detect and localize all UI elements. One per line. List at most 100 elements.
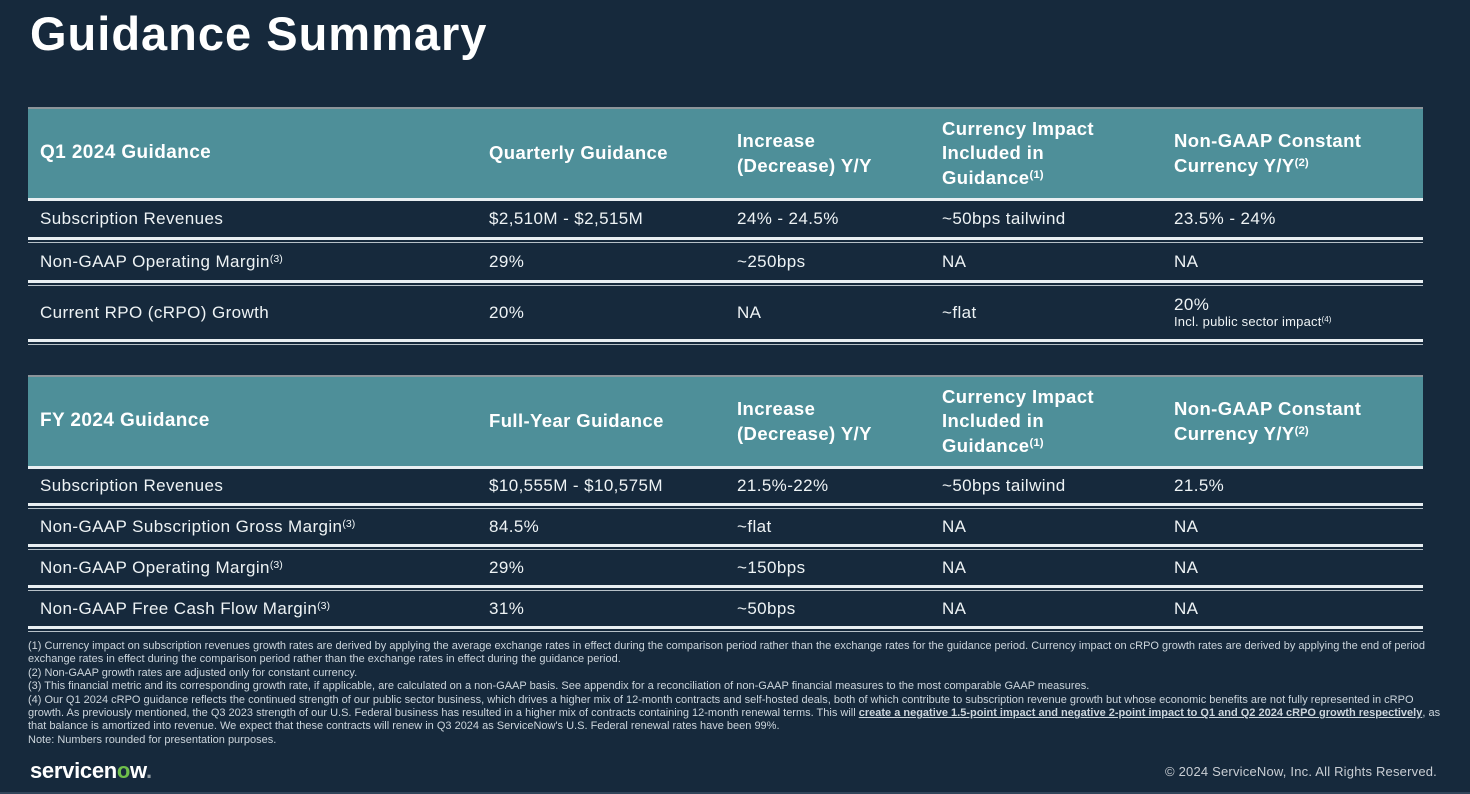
- table-row-crpo-growth: Current RPO (cRPO) Growth 20% NA ~flat 2…: [28, 287, 1423, 339]
- copyright-text: © 2024 ServiceNow, Inc. All Rights Reser…: [1165, 764, 1437, 779]
- footnote-rounding-note: Note: Numbers rounded for presentation p…: [28, 733, 277, 746]
- cell-full-year-guidance: 84.5%: [489, 517, 540, 536]
- row-divider: [28, 544, 1423, 551]
- row-label-superscript: (3): [269, 559, 283, 572]
- cell-note: Incl. public sector impact(4): [1174, 314, 1423, 331]
- column-header-constant-currency: Non-GAAP Constant Currency Y/Y(2): [1170, 397, 1423, 445]
- cell-constant-currency-yy: NA: [1174, 252, 1199, 271]
- row-divider: [28, 585, 1423, 592]
- row-label-text: Non-GAAP Free Cash Flow Margin: [40, 599, 318, 618]
- column-header-currency-impact: Currency Impact Included in Guidance(1): [938, 117, 1170, 189]
- row-label-superscript: (3): [269, 253, 283, 266]
- logo-text-end: w: [130, 758, 147, 783]
- column-header-label: Currency Impact Included in Guidance: [942, 386, 1094, 456]
- cell-quarterly-guidance: 20%: [489, 303, 525, 322]
- cell-currency-impact: ~50bps tailwind: [942, 209, 1066, 228]
- cell-note-text: Incl. public sector impact: [1174, 314, 1322, 329]
- row-divider: [28, 237, 1423, 244]
- cell-increase-yy: 24% - 24.5%: [737, 209, 839, 228]
- cell-quarterly-guidance: 29%: [489, 252, 525, 271]
- cell-currency-impact: NA: [942, 599, 967, 618]
- table-top-border: [28, 375, 1423, 377]
- table-bottom-divider: [28, 339, 1423, 346]
- column-header-label: Q1 2024 Guidance: [40, 142, 212, 164]
- table-row-operating-margin: Non-GAAP Operating Margin(3) 29% ~250bps…: [28, 244, 1423, 280]
- row-label: Non-GAAP Subscription Gross Margin(3): [28, 517, 485, 537]
- cell-currency-impact: ~flat: [942, 303, 977, 322]
- footnote-1: (1) Currency impact on subscription reve…: [28, 640, 1425, 666]
- row-divider: [28, 280, 1423, 287]
- table-header-row: FY 2024 Guidance Full-Year Guidance Incr…: [28, 377, 1423, 466]
- column-header-label: FY 2024 Guidance: [40, 410, 210, 432]
- row-label: Non-GAAP Operating Margin(3): [28, 558, 485, 578]
- footnote-4-emphasis: create a negative 1.5-point impact and n…: [858, 707, 1423, 720]
- column-header-increase-yy: Increase (Decrease) Y/Y: [733, 397, 938, 445]
- cell-currency-impact: NA: [942, 558, 967, 577]
- column-header-increase-yy: Increase (Decrease) Y/Y: [733, 129, 938, 177]
- slide-bottom-edge: [0, 792, 1470, 794]
- row-label-superscript: (3): [342, 518, 356, 531]
- cell-increase-yy: ~flat: [737, 517, 772, 536]
- table-header-row: Q1 2024 Guidance Quarterly Guidance Incr…: [28, 109, 1423, 198]
- cell-constant-currency-yy: NA: [1174, 599, 1199, 618]
- page-title: Guidance Summary: [30, 7, 488, 60]
- cell-constant-currency-yy: NA: [1174, 558, 1199, 577]
- column-header-label: Currency Impact Included in Guidance: [942, 118, 1094, 188]
- logo-period: .: [146, 758, 152, 783]
- cell-currency-impact: NA: [942, 252, 967, 271]
- column-header-superscript: (2): [1294, 425, 1309, 438]
- row-label-text: Non-GAAP Operating Margin: [40, 558, 270, 577]
- servicenow-logo: servicenow.: [30, 758, 152, 784]
- table-bottom-divider: [28, 626, 1423, 633]
- cell-increase-yy: ~250bps: [737, 252, 806, 271]
- footnote-3: (3) This financial metric and its corres…: [28, 680, 1090, 693]
- row-label-text: Non-GAAP Subscription Gross Margin: [40, 517, 343, 536]
- column-header-q1-guidance: Q1 2024 Guidance: [28, 141, 485, 166]
- row-label-text: Subscription Revenues: [40, 209, 224, 228]
- column-header-full-year-guidance: Full-Year Guidance: [485, 409, 733, 433]
- footnote-2: (2) Non-GAAP growth rates are adjusted o…: [28, 666, 358, 679]
- column-header-superscript: (2): [1294, 157, 1309, 170]
- row-label-text: Current RPO (cRPO) Growth: [40, 303, 270, 322]
- column-header-label: Increase (Decrease) Y/Y: [737, 130, 872, 176]
- cell-quarterly-guidance: $2,510M - $2,515M: [489, 209, 644, 228]
- row-divider: [28, 503, 1423, 510]
- row-label: Non-GAAP Free Cash Flow Margin(3): [28, 599, 485, 619]
- table-row-free-cash-flow-margin: Non-GAAP Free Cash Flow Margin(3) 31% ~5…: [28, 592, 1423, 626]
- header-divider: [28, 466, 1423, 469]
- logo-green-o: o: [116, 758, 131, 783]
- column-header-superscript: (1): [1029, 437, 1044, 450]
- cell-full-year-guidance: 31%: [489, 599, 525, 618]
- column-header-label: Full-Year Guidance: [489, 410, 664, 432]
- cell-full-year-guidance: $10,555M - $10,575M: [489, 476, 663, 495]
- table-row-subscription-revenues: Subscription Revenues $2,510M - $2,515M …: [28, 201, 1423, 237]
- row-label: Subscription Revenues: [28, 476, 485, 496]
- column-header-label: Increase (Decrease) Y/Y: [737, 398, 872, 444]
- row-label-text: Non-GAAP Operating Margin: [40, 252, 270, 271]
- row-label: Subscription Revenues: [28, 209, 485, 229]
- cell-increase-yy: ~50bps: [737, 599, 796, 618]
- cell-constant-currency-yy: 21.5%: [1174, 476, 1225, 495]
- row-label: Non-GAAP Operating Margin(3): [28, 252, 485, 272]
- cell-currency-impact: NA: [942, 517, 967, 536]
- column-header-currency-impact: Currency Impact Included in Guidance(1): [938, 385, 1170, 457]
- column-header-constant-currency: Non-GAAP Constant Currency Y/Y(2): [1170, 129, 1423, 177]
- column-header-label: Non-GAAP Constant Currency Y/Y: [1174, 130, 1362, 176]
- cell-constant-currency-yy: 23.5% - 24%: [1174, 209, 1276, 228]
- cell-value: 20%: [1174, 295, 1210, 314]
- row-label: Current RPO (cRPO) Growth: [28, 303, 485, 323]
- row-label-superscript: (3): [317, 600, 331, 613]
- fy-guidance-table: FY 2024 Guidance Full-Year Guidance Incr…: [28, 375, 1423, 633]
- row-label-text: Subscription Revenues: [40, 476, 224, 495]
- header-divider: [28, 198, 1423, 201]
- cell-increase-yy: ~150bps: [737, 558, 806, 577]
- table-row-subscription-gross-margin: Non-GAAP Subscription Gross Margin(3) 84…: [28, 510, 1423, 544]
- cell-constant-currency-yy: 20% Incl. public sector impact(4): [1170, 295, 1423, 331]
- cell-full-year-guidance: 29%: [489, 558, 525, 577]
- cell-increase-yy: NA: [737, 303, 762, 322]
- footnote-4: (4) Our Q1 2024 cRPO guidance reflects t…: [28, 694, 1442, 734]
- column-header-quarterly-guidance: Quarterly Guidance: [485, 141, 733, 165]
- footnote-4-text-end: , as that balance is amortized into reve…: [28, 707, 1441, 733]
- footnotes-block: (1) Currency impact on subscription reve…: [28, 640, 1442, 747]
- footnote-4-text: (4) Our Q1 2024 cRPO guidance reflects t…: [28, 693, 1414, 720]
